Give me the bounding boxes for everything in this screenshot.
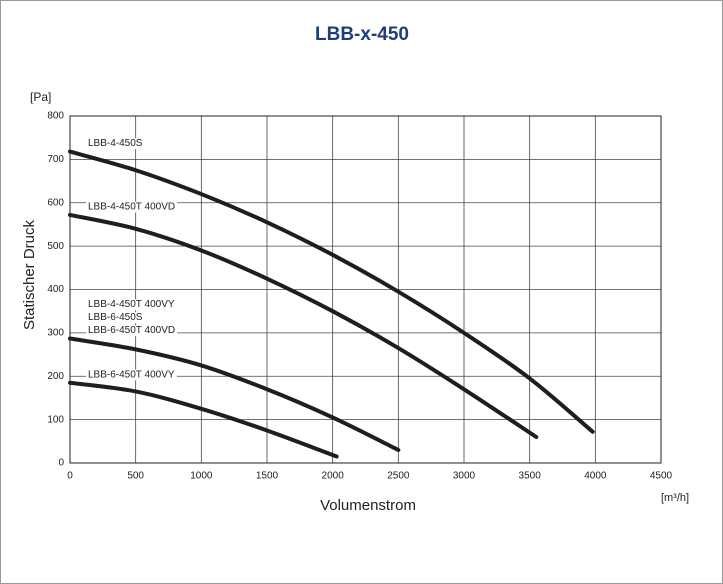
x-tick-label: 1500 — [256, 471, 279, 482]
y-tick-label: 600 — [47, 197, 64, 208]
legend-label: LBB-4-450S — [88, 138, 143, 149]
chart-title: LBB-x-450 — [315, 24, 409, 45]
y-tick-label: 300 — [47, 328, 64, 339]
legend-label-bg — [86, 201, 178, 213]
legend-label-bg — [86, 138, 145, 150]
y-tick-label: 0 — [58, 458, 64, 469]
curve — [68, 336, 401, 452]
legend-label-bg — [86, 325, 178, 337]
x-tick-label: 2000 — [322, 471, 345, 482]
y-tick-label: 100 — [47, 414, 64, 425]
x-axis-label: Volumenstrom — [320, 497, 416, 514]
y-tick-label: 400 — [47, 284, 64, 295]
x-tick-label: 2500 — [387, 471, 410, 482]
legend-label: LBB-6-450T 400VD — [88, 325, 175, 336]
y-axis-label: Statischer Druck — [21, 219, 38, 330]
x-tick-label: 3000 — [453, 471, 476, 482]
x-tick-label: 3500 — [519, 471, 542, 482]
x-unit: [m³/h] — [661, 492, 689, 504]
curve — [68, 380, 339, 459]
legend-label-bg — [86, 312, 145, 324]
y-tick-label: 200 — [47, 371, 64, 382]
curve — [68, 212, 539, 439]
curve — [68, 149, 595, 434]
x-tick-label: 4000 — [584, 471, 607, 482]
legend-label-bg — [86, 369, 177, 381]
x-tick-label: 500 — [127, 471, 144, 482]
x-tick-label: 4500 — [650, 471, 673, 482]
y-tick-label: 800 — [47, 111, 64, 122]
legend-label: LBB-6-450S — [88, 312, 143, 323]
plot-border — [69, 115, 662, 464]
y-tick-label: 700 — [47, 154, 64, 165]
legend-label: LBB-6-450T 400VY — [88, 369, 175, 380]
legend-label: LBB-4-450T 400VD — [88, 202, 175, 213]
y-tick-label: 500 — [47, 241, 64, 252]
x-tick-label: 1000 — [190, 471, 213, 482]
x-tick-label: 0 — [67, 471, 73, 482]
y-unit: [Pa] — [30, 90, 51, 104]
legend-label-bg — [86, 299, 177, 311]
legend-label: LBB-4-450T 400VY — [88, 299, 175, 310]
